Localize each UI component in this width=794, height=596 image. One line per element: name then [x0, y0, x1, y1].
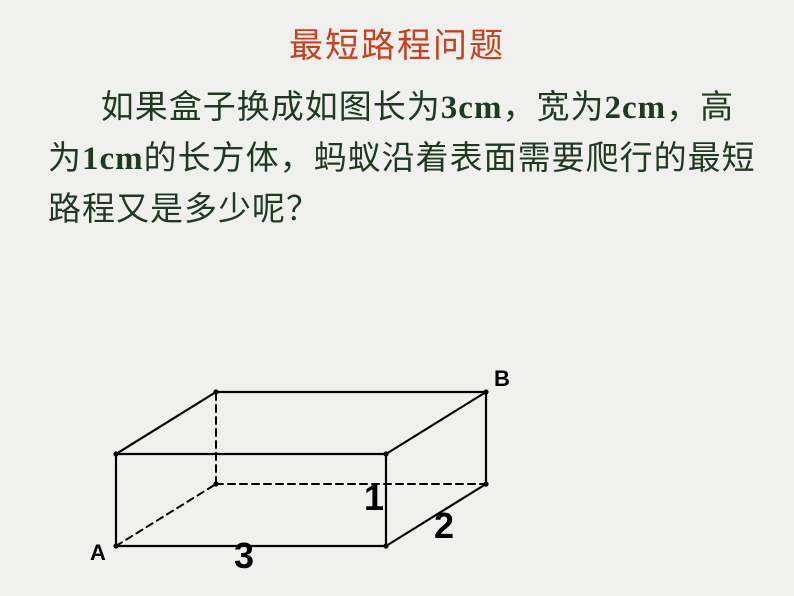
cuboid-diagram: AB321 — [96, 346, 516, 576]
svg-text:2: 2 — [434, 505, 454, 546]
problem-text: 如果盒子换成如图长为3cm，宽为2cm，高为1cm的长方体，蚂蚁沿着表面需要爬行… — [0, 75, 794, 236]
svg-text:B: B — [494, 366, 510, 391]
svg-text:1: 1 — [364, 477, 384, 518]
svg-text:3: 3 — [234, 535, 254, 576]
svg-text:A: A — [90, 540, 106, 565]
slide-title: 最短路程问题 — [0, 0, 794, 75]
